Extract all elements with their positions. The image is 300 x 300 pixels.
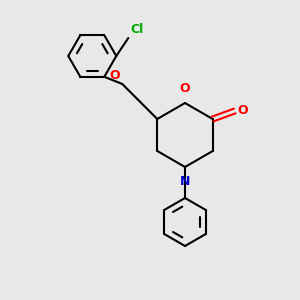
Text: N: N [180, 175, 190, 188]
Text: O: O [180, 82, 190, 95]
Text: O: O [238, 104, 248, 118]
Text: Cl: Cl [130, 23, 143, 36]
Text: O: O [110, 69, 120, 82]
